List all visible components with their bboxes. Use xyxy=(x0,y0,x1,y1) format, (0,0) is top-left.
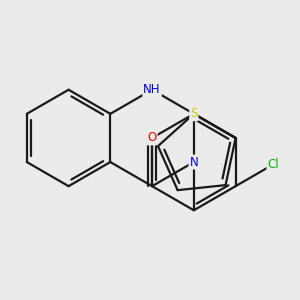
Text: NH: NH xyxy=(143,83,161,96)
Text: S: S xyxy=(190,107,197,120)
Text: N: N xyxy=(190,156,198,169)
Text: O: O xyxy=(148,131,157,144)
Text: Cl: Cl xyxy=(267,158,279,171)
